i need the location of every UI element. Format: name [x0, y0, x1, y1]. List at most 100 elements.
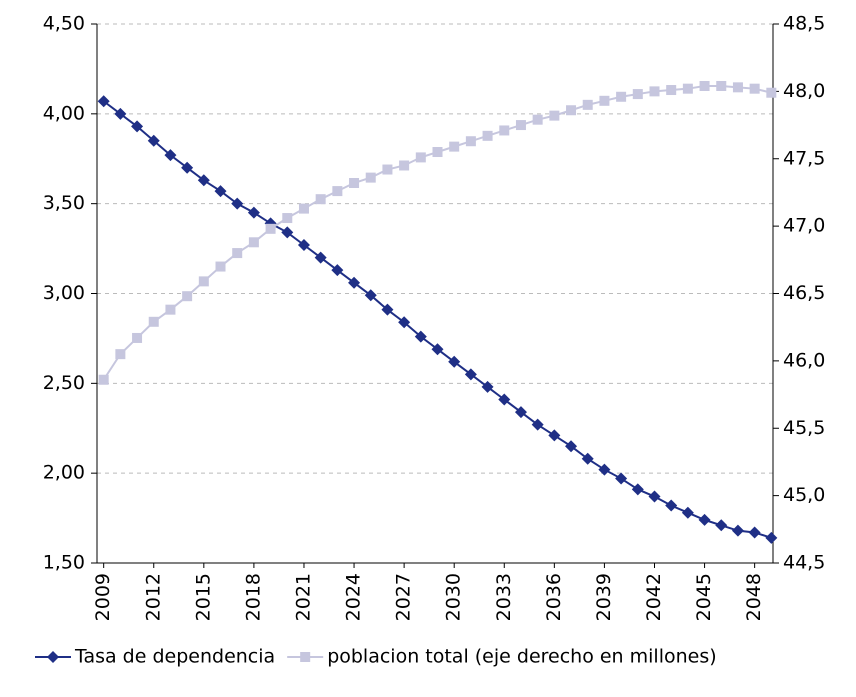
point	[215, 261, 226, 272]
point	[748, 526, 761, 539]
point	[715, 519, 728, 532]
y2-tick-label: 44,5	[783, 552, 825, 574]
x-tick-label: 2018	[242, 573, 264, 621]
point	[515, 120, 526, 131]
x-tick-label: 2021	[292, 573, 314, 621]
point	[716, 80, 727, 91]
point	[632, 89, 643, 100]
point	[181, 161, 194, 174]
point	[132, 332, 143, 343]
point	[214, 185, 227, 198]
point	[731, 524, 744, 537]
y2-tick-label: 47,5	[783, 147, 825, 169]
point	[648, 490, 661, 503]
point	[499, 125, 510, 136]
y2-tick-label: 46,5	[783, 282, 825, 304]
x-tick-label: 2015	[192, 573, 214, 621]
x-tick-label: 2045	[693, 573, 715, 621]
x-tick-label: 2027	[393, 573, 415, 621]
x-tick-label: 2033	[493, 573, 515, 621]
point	[165, 304, 176, 315]
point	[98, 374, 109, 385]
point	[315, 194, 326, 205]
point	[481, 380, 494, 393]
y-tick-label: 3,50	[43, 192, 85, 214]
point	[649, 86, 660, 97]
point	[364, 289, 377, 302]
point	[599, 95, 610, 106]
point	[582, 99, 593, 110]
x-tick-label: 2036	[543, 573, 565, 621]
point	[482, 130, 493, 141]
point	[616, 91, 627, 102]
series-line	[103, 100, 772, 539]
point	[115, 349, 126, 360]
point	[281, 226, 294, 239]
y-tick-label: 4,00	[43, 102, 85, 124]
x-tick-label: 2039	[593, 573, 615, 621]
y-tick-label: 2,50	[43, 372, 85, 394]
y-tick-label: 2,00	[43, 462, 85, 484]
point	[766, 87, 777, 98]
point	[414, 330, 427, 343]
y2-tick-label: 48,0	[783, 80, 825, 102]
point	[631, 483, 644, 496]
point	[615, 472, 628, 485]
point	[198, 276, 209, 287]
point	[265, 223, 276, 234]
y-tick-label: 1,50	[43, 552, 85, 574]
point	[765, 531, 778, 544]
point	[565, 440, 578, 453]
point	[431, 343, 444, 356]
legend-label: poblacion total (eje derecho en millones…	[327, 646, 716, 668]
point	[182, 291, 193, 302]
point	[398, 316, 411, 329]
point	[549, 110, 560, 121]
point	[598, 463, 611, 476]
legend-label: Tasa de dependencia	[74, 646, 275, 668]
x-tick-label: 2048	[743, 573, 765, 621]
x-tick-label: 2024	[343, 573, 365, 621]
y2-tick-label: 45,0	[783, 484, 825, 506]
y2-tick-label: 47,0	[783, 215, 825, 237]
x-tick-label: 2030	[443, 573, 465, 621]
point	[581, 452, 594, 465]
point	[498, 393, 511, 406]
point	[148, 316, 159, 327]
point	[699, 80, 710, 91]
y-tick-label: 4,50	[43, 13, 85, 35]
point	[681, 506, 694, 519]
x-tick-label: 2042	[643, 573, 665, 621]
point	[514, 406, 527, 419]
point	[465, 136, 476, 147]
x-tick-label: 2012	[142, 573, 164, 621]
point	[349, 178, 360, 189]
point	[682, 83, 693, 94]
point	[449, 141, 460, 152]
point	[532, 114, 543, 125]
point	[749, 83, 760, 94]
point	[666, 85, 677, 96]
point	[415, 152, 426, 163]
legend-marker	[47, 651, 59, 663]
point	[448, 355, 461, 368]
y2-tick-label: 45,5	[783, 417, 825, 439]
point	[698, 513, 711, 526]
point	[531, 418, 544, 431]
point	[566, 105, 577, 116]
point	[432, 147, 443, 158]
point	[399, 160, 410, 171]
point	[548, 429, 561, 442]
point	[114, 107, 127, 120]
point	[164, 149, 177, 162]
x-tick-label: 2009	[92, 573, 114, 621]
point	[464, 368, 477, 381]
point	[248, 237, 259, 248]
point	[665, 499, 678, 512]
point	[297, 238, 310, 251]
series-line	[102, 84, 772, 381]
point	[231, 197, 244, 210]
point	[298, 203, 309, 214]
point	[348, 276, 361, 289]
